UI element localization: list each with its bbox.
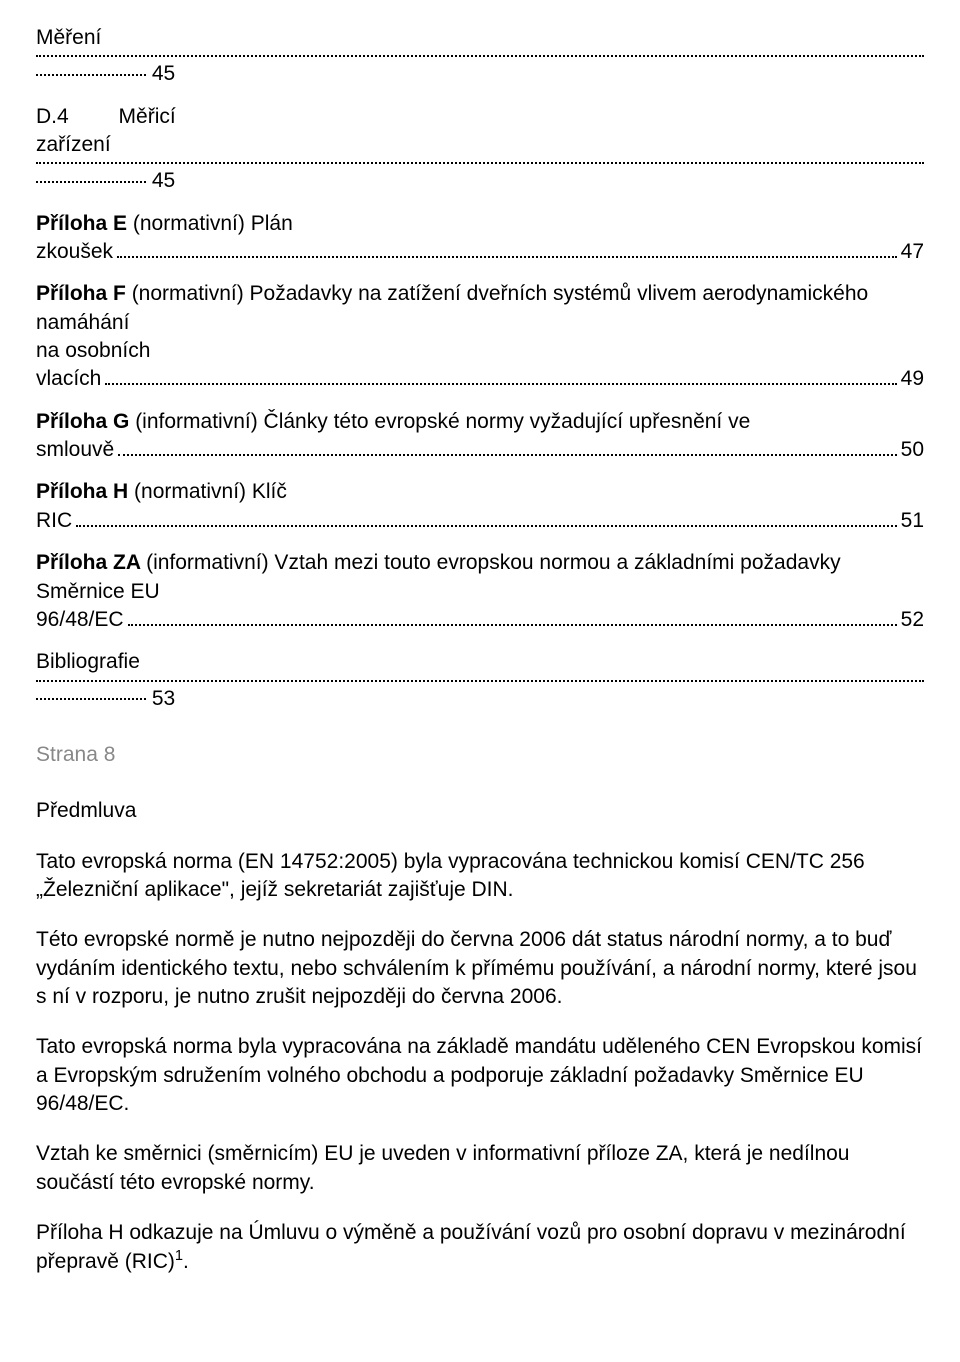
toc-word: zkoušek <box>36 238 113 266</box>
toc-entry: Příloha F (normativní) Požadavky na zatí… <box>36 280 924 393</box>
toc-title-text: Měřicí <box>75 105 176 128</box>
toc-entry: D.4 Měřicí zařízení 45 <box>36 103 924 196</box>
dotted-leader <box>36 680 924 682</box>
body-text: Příloha H odkazuje na Úmluvu o výměně a … <box>36 1221 906 1273</box>
toc-label: D.4 <box>36 105 69 128</box>
dotted-leader <box>105 383 896 385</box>
toc-page-value: 49 <box>901 365 924 393</box>
toc-entry: Příloha E (normativní) Plán zkoušek 47 <box>36 210 924 267</box>
toc-page-value: 51 <box>901 507 924 535</box>
toc-prefix-bold: Příloha F <box>36 282 132 305</box>
page-marker: Strana 8 <box>36 741 924 769</box>
dotted-leader-short <box>36 698 146 700</box>
toc-prefix-bold: Příloha H <box>36 480 134 503</box>
document-page: Měření 45 D.4 Měřicí zařízení 45 Příloha… <box>0 0 960 1339</box>
footnote-ref: 1 <box>175 1248 183 1264</box>
body-text: . <box>183 1250 189 1273</box>
toc-prefix-bold: Příloha ZA <box>36 551 146 574</box>
toc-entry: Příloha G (informativní) Články této evr… <box>36 408 924 465</box>
toc-leader-row: vlacích 49 <box>36 365 924 393</box>
dotted-leader <box>117 256 897 258</box>
dotted-leader <box>128 624 897 626</box>
toc-page-value: 47 <box>901 238 924 266</box>
toc-title: Příloha E (normativní) Plán <box>36 210 924 238</box>
dotted-leader <box>36 55 924 57</box>
toc-title: Příloha H (normativní) Klíč <box>36 478 924 506</box>
foreword-heading: Předmluva <box>36 797 924 825</box>
toc-title-text: (informativní) Články této evropské norm… <box>135 410 750 433</box>
toc-word: RIC <box>36 507 72 535</box>
toc-entry: Měření 45 <box>36 24 924 89</box>
toc-title: Měření <box>36 24 924 52</box>
toc-title: D.4 Měřicí <box>36 103 924 131</box>
toc-prefix-bold: Příloha E <box>36 212 133 235</box>
toc-pagenum: 45 <box>36 167 924 195</box>
toc-pagenum: 53 <box>36 685 924 713</box>
toc-title: Bibliografie <box>36 648 924 676</box>
dotted-leader <box>36 162 924 164</box>
toc-word: 96/48/EC <box>36 606 124 634</box>
toc-prefix-bold: Příloha G <box>36 410 135 433</box>
toc-title-text: (normativní) Plán <box>133 212 293 235</box>
toc-entry: Příloha ZA (informativní) Vztah mezi tou… <box>36 549 924 634</box>
toc-entry: Bibliografie 53 <box>36 648 924 713</box>
toc-page-value: 52 <box>901 606 924 634</box>
body-paragraph: Příloha H odkazuje na Úmluvu o výměně a … <box>36 1219 924 1277</box>
dotted-leader <box>76 525 896 527</box>
toc-page-value: 45 <box>152 62 175 85</box>
dotted-leader <box>118 454 896 456</box>
toc-leader-row: RIC 51 <box>36 507 924 535</box>
toc-title-text: (normativní) Klíč <box>134 480 287 503</box>
toc-leader-row: smlouvě 50 <box>36 436 924 464</box>
toc-title-text: (normativní) Požadavky na zatížení dveřn… <box>36 282 868 333</box>
toc-pagenum: 45 <box>36 60 924 88</box>
body-paragraph: Vztah ke směrnici (směrnicím) EU je uved… <box>36 1140 924 1197</box>
toc-word: vlacích <box>36 365 101 393</box>
toc-title: Příloha ZA (informativní) Vztah mezi tou… <box>36 549 924 606</box>
toc-page-value: 50 <box>901 436 924 464</box>
body-paragraph: Tato evropská norma (EN 14752:2005) byla… <box>36 848 924 905</box>
dotted-leader-short <box>36 181 146 183</box>
toc-title: Příloha G (informativní) Články této evr… <box>36 408 924 436</box>
toc-page-value: 53 <box>152 687 175 710</box>
toc-title: Příloha F (normativní) Požadavky na zatí… <box>36 280 924 337</box>
toc-leader-row: 96/48/EC 52 <box>36 606 924 634</box>
toc-title-line2: na osobních <box>36 337 924 365</box>
toc-word: smlouvě <box>36 436 114 464</box>
toc-entry: Příloha H (normativní) Klíč RIC 51 <box>36 478 924 535</box>
toc-page-value: 45 <box>152 169 175 192</box>
body-paragraph: Této evropské normě je nutno nejpozději … <box>36 926 924 1011</box>
toc-title-text: (informativní) Vztah mezi touto evropsko… <box>36 551 841 602</box>
body-paragraph: Tato evropská norma byla vypracována na … <box>36 1033 924 1118</box>
dotted-leader-short <box>36 74 146 76</box>
toc-title-line2: zařízení <box>36 131 924 159</box>
toc-leader-row: zkoušek 47 <box>36 238 924 266</box>
